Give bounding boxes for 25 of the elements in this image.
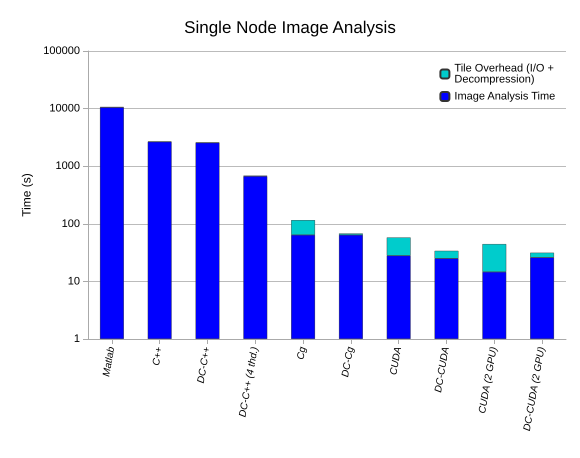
y-tick-label: 10 <box>68 275 80 288</box>
x-tick-label: CUDA (2 GPU) <box>477 346 500 414</box>
x-tick-label: DC-CUDA <box>433 346 452 394</box>
legend-label: Image Analysis Time <box>454 90 556 102</box>
y-tick-label: 1 <box>74 333 80 345</box>
bar <box>100 107 124 339</box>
x-tick-label: DC-C++ (4 thd.) <box>238 346 261 418</box>
y-tick-label: 100 <box>62 218 80 230</box>
x-tick-label: DC-Cg <box>340 346 356 378</box>
x-tick-label: Matlab <box>101 346 118 378</box>
x-tick-label: DC-CUDA (2 GPU) <box>522 346 548 432</box>
legend-label: Tile Overhead (I/O + Decompression) <box>454 62 558 86</box>
y-tick-label: 100000 <box>43 45 80 57</box>
bar <box>148 142 172 339</box>
x-tick-label: CUDA <box>388 346 404 376</box>
x-tick-label: Cg <box>295 346 309 361</box>
y-tick-label: 1000 <box>56 160 80 172</box>
x-tick-label: DC-C++ <box>196 346 213 384</box>
chart-title: Single Node Image Analysis <box>184 18 396 37</box>
y-axis-title: Time (s) <box>19 173 34 217</box>
y-tick-label: 10000 <box>49 102 80 115</box>
bar <box>243 176 268 339</box>
x-tick-label: C++ <box>150 346 166 367</box>
bar <box>196 142 220 339</box>
bar <box>338 234 363 339</box>
